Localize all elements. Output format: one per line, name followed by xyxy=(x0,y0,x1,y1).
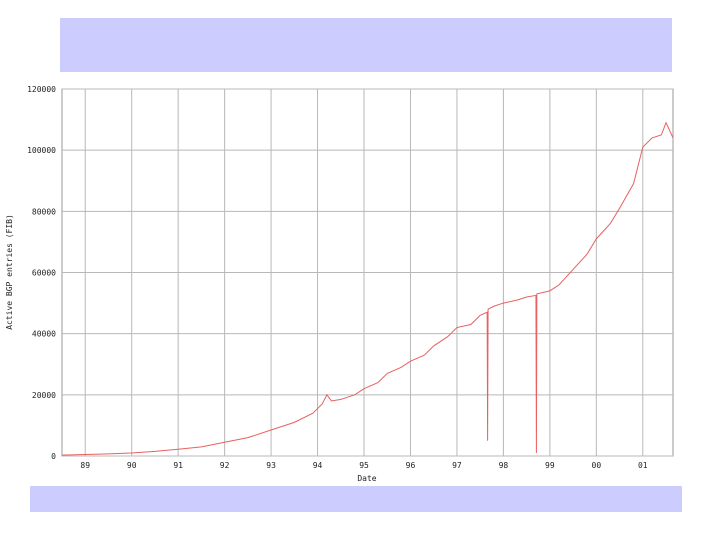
x-tick-label: 94 xyxy=(313,461,323,470)
y-tick-label: 40000 xyxy=(32,330,56,339)
x-tick-label: 97 xyxy=(452,461,462,470)
y-axis-label: Active BGP entries (FIB) xyxy=(5,214,14,330)
y-tick-label: 60000 xyxy=(32,269,56,278)
x-tick-label: 98 xyxy=(499,461,509,470)
y-tick-label: 0 xyxy=(51,452,56,461)
x-tick-label: 91 xyxy=(173,461,183,470)
x-tick-label: 92 xyxy=(220,461,230,470)
y-tick-label: 80000 xyxy=(32,207,56,216)
y-tick-label: 100000 xyxy=(27,146,56,155)
x-tick-label: 96 xyxy=(406,461,416,470)
footer-banner xyxy=(30,486,682,512)
x-tick-label: 01 xyxy=(638,461,648,470)
x-tick-label: 99 xyxy=(545,461,555,470)
x-tick-label: 95 xyxy=(359,461,369,470)
x-tick-label: 00 xyxy=(592,461,602,470)
x-axis-label: Date xyxy=(357,474,376,483)
x-tick-label: 89 xyxy=(80,461,90,470)
data-line xyxy=(61,121,674,456)
y-tick-label: 120000 xyxy=(27,85,56,94)
title-banner xyxy=(60,18,672,72)
x-tick-label: 90 xyxy=(127,461,137,470)
y-tick-label: 20000 xyxy=(32,391,56,400)
x-tick-label: 93 xyxy=(266,461,276,470)
